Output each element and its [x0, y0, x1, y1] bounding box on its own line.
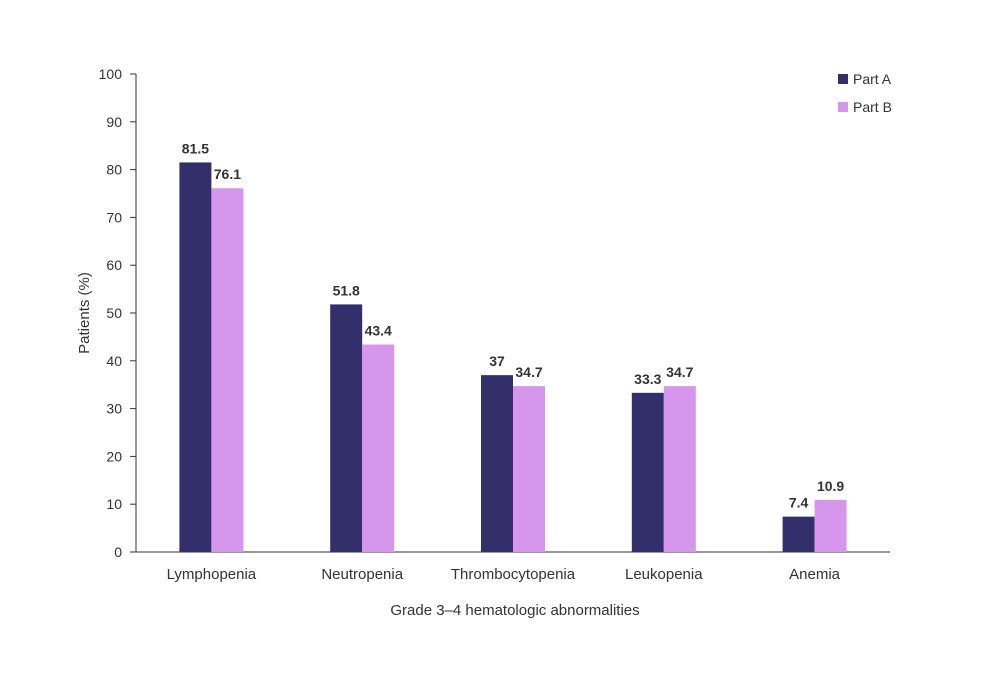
- x-axis-title: Grade 3–4 hematologic abnormalities: [390, 602, 639, 619]
- x-category-label: Lymphopenia: [167, 566, 257, 583]
- data-label: 76.1: [214, 166, 241, 182]
- bar-part-b-neutropenia: [362, 344, 395, 552]
- bar-part-a-anemia: [782, 516, 815, 552]
- bar-part-b-thrombocytopenia: [513, 386, 545, 552]
- x-category-label: Thrombocytopenia: [451, 566, 576, 583]
- legend: Part A Part B: [838, 71, 892, 115]
- data-label: 34.7: [515, 364, 542, 380]
- data-label: 7.4: [789, 495, 809, 511]
- y-tick-label: 50: [106, 305, 122, 321]
- legend-swatch: [838, 102, 848, 112]
- data-labels: 81.5 76.1 51.8 43.4 37 34.7 33.3 34.7 7.4 10.9: [182, 140, 845, 510]
- bar-part-a-lymphopenia: [179, 162, 212, 552]
- data-label: 43.4: [365, 323, 392, 339]
- data-label: 81.5: [182, 140, 209, 156]
- bar-part-a-neutropenia: [330, 304, 363, 552]
- x-category-label: Leukopenia: [625, 566, 703, 583]
- y-tick-label: 90: [106, 114, 122, 130]
- legend-label: Part A: [853, 71, 892, 87]
- data-label: 51.8: [333, 282, 360, 298]
- bar-part-b-anemia: [814, 499, 847, 552]
- bar-part-a-leukopenia: [631, 392, 664, 552]
- y-tick-label: 30: [106, 401, 122, 417]
- y-tick-label: 20: [106, 448, 122, 464]
- y-tick-label: 60: [106, 257, 122, 273]
- data-label: 37: [489, 353, 505, 369]
- bar-part-b-lymphopenia: [211, 188, 244, 552]
- x-category-label: Neutropenia: [321, 566, 403, 583]
- y-tick-label: 0: [114, 544, 122, 560]
- bar-part-a-thrombocytopenia: [481, 375, 513, 552]
- data-label: 33.3: [634, 371, 661, 387]
- y-tick-label: 10: [106, 496, 122, 512]
- bars: [179, 162, 847, 552]
- y-tick-label: 70: [106, 209, 122, 225]
- data-label: 10.9: [817, 478, 844, 494]
- data-label: 34.7: [666, 364, 693, 380]
- y-axis-title: Patients (%): [76, 272, 93, 354]
- legend-label: Part B: [853, 99, 892, 115]
- y-axis: 0 10 20 30 40 50 60 70 80 90 100: [99, 66, 137, 560]
- y-tick-label: 40: [106, 353, 122, 369]
- y-tick-label: 80: [106, 162, 122, 178]
- x-axis: Lymphopenia Neutropenia Thrombocytopenia Le…: [136, 551, 890, 583]
- bar-part-b-leukopenia: [663, 386, 696, 552]
- y-tick-label: 100: [99, 66, 123, 82]
- x-category-label: Anemia: [789, 566, 841, 583]
- legend-swatch: [838, 74, 848, 84]
